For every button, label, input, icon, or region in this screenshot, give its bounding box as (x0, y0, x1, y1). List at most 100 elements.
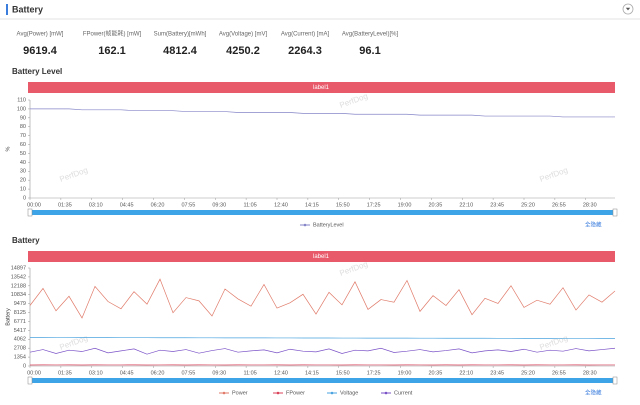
y-tick-label: 100 (17, 106, 26, 112)
y-axis-label: Battery (5, 308, 11, 326)
stats: Avg(Power) [mW] 9619.4 FPower(帧能耗) [mW] 162… (17, 30, 399, 57)
y-tick-label: 50 (20, 151, 26, 157)
stat-label: Avg(Voltage) [mV] (219, 32, 268, 38)
band-label: label1 (313, 254, 330, 260)
legend-label: Current (394, 390, 413, 396)
scrollbar-handle[interactable] (27, 208, 33, 217)
scrollbar-track[interactable] (30, 210, 615, 215)
band-label: label1 (313, 85, 330, 91)
x-tick-label: 17:25 (367, 202, 381, 208)
x-tick-label: 19:00 (398, 370, 412, 376)
stat-label: FPower(帧能耗) [mW] (83, 30, 142, 38)
stat-value: 162.1 (98, 45, 126, 57)
legend-item[interactable]: FPower (273, 390, 305, 396)
y-tick-label: 30 (20, 169, 26, 175)
watermark: PerfDog (58, 333, 89, 351)
legend-item[interactable]: Current (381, 390, 413, 396)
watermark: PerfDog (538, 165, 569, 183)
legend-label: Voltage (340, 390, 358, 396)
x-tick-label: 28:30 (583, 202, 597, 208)
y-tick-label: 1354 (14, 355, 26, 361)
watermark: PerfDog (58, 165, 89, 183)
x-tick-label: 07:55 (181, 202, 195, 208)
chart-title: Battery (12, 236, 40, 245)
legend-item[interactable]: Voltage (327, 390, 358, 396)
title-accent (6, 4, 8, 15)
y-tick-label: 10834 (11, 292, 26, 298)
watermark: PerfDog (338, 91, 369, 109)
legend-label: Power (232, 390, 248, 396)
stat-value: 4812.4 (163, 45, 198, 57)
y-tick-label: 0 (23, 195, 26, 201)
y-tick-label: 60 (20, 142, 26, 148)
x-tick-label: 09:30 (212, 370, 226, 376)
y-tick-label: 80 (20, 124, 26, 130)
watermark: PerfDog (538, 333, 569, 351)
hide-all-button[interactable]: 全隐藏 (585, 388, 602, 396)
y-tick-label: 6771 (14, 319, 26, 325)
y-tick-label: 9479 (14, 301, 26, 307)
watermark: PerfDog (338, 259, 369, 277)
stat-label: Avg(Power) [mW] (17, 32, 64, 38)
scrollbar-handle[interactable] (612, 376, 618, 385)
legend-label: BatteryLevel (313, 222, 344, 228)
x-tick-label: 09:30 (212, 202, 226, 208)
x-tick-label: 22:10 (459, 370, 473, 376)
x-tick-label: 12:40 (274, 202, 288, 208)
y-tick-label: 0 (23, 363, 26, 369)
y-tick-label: 2708 (14, 346, 26, 352)
y-tick-label: 8125 (14, 310, 26, 316)
stat-value: 4250.2 (226, 45, 260, 57)
series-line (30, 108, 615, 118)
x-tick-label: 28:30 (583, 370, 597, 376)
y-axis-label: % (5, 146, 11, 151)
y-tick-label: 20 (20, 178, 26, 184)
x-tick-label: 25:20 (521, 370, 535, 376)
x-tick-label: 23:45 (490, 370, 504, 376)
y-tick-label: 14897 (11, 265, 26, 271)
x-tick-label: 01:35 (58, 370, 72, 376)
charts: Battery Level label1 PerfDog PerfDog PerfDog… (5, 67, 618, 396)
legend-item[interactable]: BatteryLevel (300, 222, 344, 228)
stat-value: 2264.3 (288, 45, 322, 57)
stat-value: 9619.4 (23, 45, 58, 57)
legend-dot (303, 223, 307, 227)
legend-item[interactable]: Power (219, 390, 248, 396)
x-tick-label: 15:50 (336, 370, 350, 376)
y-tick-label: 90 (20, 115, 26, 121)
chart-title: Battery Level (12, 67, 62, 76)
x-tick-label: 14:15 (305, 202, 319, 208)
legend-label: FPower (286, 390, 305, 396)
scrollbar-handle[interactable] (27, 376, 33, 385)
y-tick-label: 10 (20, 187, 26, 193)
x-tick-label: 00:00 (27, 370, 41, 376)
page-title: Battery (12, 4, 43, 14)
y-tick-label: 70 (20, 133, 26, 139)
x-tick-label: 03:10 (89, 202, 103, 208)
x-tick-label: 26:55 (552, 370, 566, 376)
x-tick-label: 14:15 (305, 370, 319, 376)
x-tick-label: 06:20 (151, 370, 165, 376)
x-tick-label: 04:45 (120, 202, 134, 208)
scrollbar-track[interactable] (30, 378, 615, 383)
stat-label: Avg(BatteryLevel)[%] (342, 32, 399, 38)
series-line (29, 337, 616, 339)
y-tick-label: 4062 (14, 337, 26, 343)
x-tick-label: 04:45 (120, 370, 134, 376)
x-tick-label: 03:10 (89, 370, 103, 376)
x-tick-label: 22:10 (459, 202, 473, 208)
x-tick-label: 20:35 (428, 202, 442, 208)
legend-dot (222, 391, 226, 395)
x-tick-label: 15:50 (336, 202, 350, 208)
series-line (29, 347, 616, 355)
stat-label: Avg(Current) [mA] (281, 32, 330, 38)
x-tick-label: 25:20 (521, 202, 535, 208)
x-tick-label: 12:40 (274, 370, 288, 376)
y-tick-label: 13542 (11, 274, 26, 280)
stat-label: Sum(Battery)[mWh] (154, 32, 207, 38)
hide-all-button[interactable]: 全隐藏 (585, 220, 602, 228)
scrollbar-handle[interactable] (612, 208, 618, 217)
legend-dot (330, 391, 334, 395)
label-band (28, 251, 615, 262)
